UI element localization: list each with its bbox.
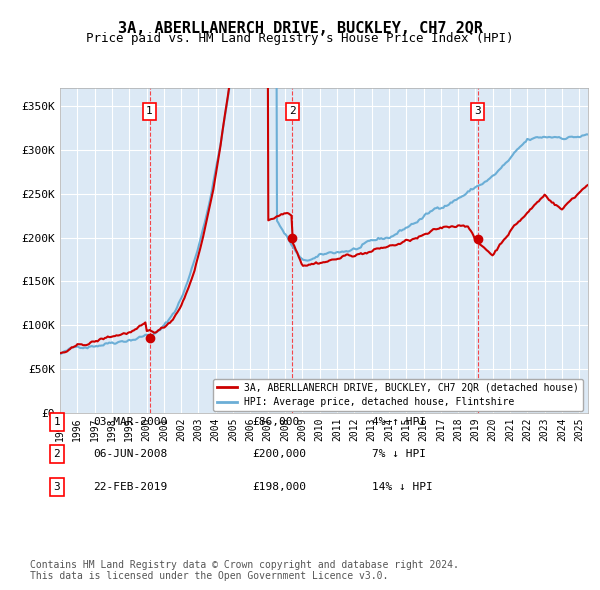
Text: £86,000: £86,000 (252, 417, 299, 427)
Text: 22-FEB-2019: 22-FEB-2019 (93, 482, 167, 491)
Text: 06-JUN-2008: 06-JUN-2008 (93, 450, 167, 459)
Text: 3: 3 (475, 106, 481, 116)
Text: 4% ↑ HPI: 4% ↑ HPI (372, 417, 426, 427)
Text: Contains HM Land Registry data © Crown copyright and database right 2024.
This d: Contains HM Land Registry data © Crown c… (30, 559, 459, 581)
Text: 1: 1 (146, 106, 153, 116)
Text: Price paid vs. HM Land Registry's House Price Index (HPI): Price paid vs. HM Land Registry's House … (86, 32, 514, 45)
Legend: 3A, ABERLLANERCH DRIVE, BUCKLEY, CH7 2QR (detached house), HPI: Average price, d: 3A, ABERLLANERCH DRIVE, BUCKLEY, CH7 2QR… (213, 379, 583, 411)
Text: 3A, ABERLLANERCH DRIVE, BUCKLEY, CH7 2QR: 3A, ABERLLANERCH DRIVE, BUCKLEY, CH7 2QR (118, 21, 482, 35)
Text: 2: 2 (289, 106, 296, 116)
Text: £198,000: £198,000 (252, 482, 306, 491)
Text: 7% ↓ HPI: 7% ↓ HPI (372, 450, 426, 459)
Text: 03-MAR-2000: 03-MAR-2000 (93, 417, 167, 427)
Text: £200,000: £200,000 (252, 450, 306, 459)
Text: 3: 3 (53, 482, 61, 491)
Text: 2: 2 (53, 450, 61, 459)
Text: 14% ↓ HPI: 14% ↓ HPI (372, 482, 433, 491)
Text: 1: 1 (53, 417, 61, 427)
